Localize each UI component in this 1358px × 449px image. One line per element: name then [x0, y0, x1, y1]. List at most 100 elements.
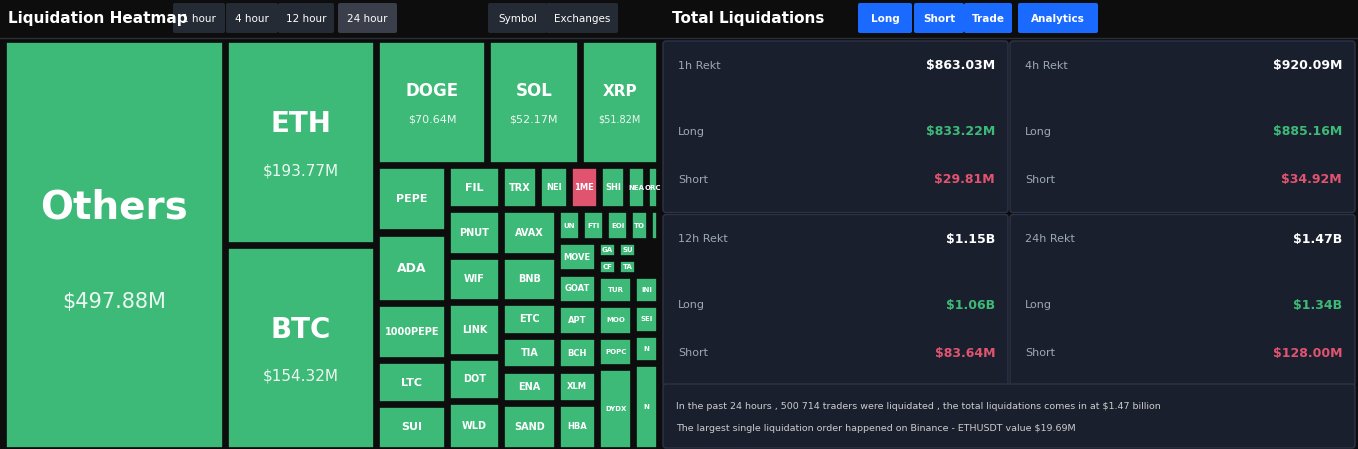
FancyBboxPatch shape — [228, 42, 373, 243]
Text: TA: TA — [623, 264, 633, 270]
FancyBboxPatch shape — [379, 42, 485, 163]
FancyBboxPatch shape — [633, 212, 648, 239]
FancyBboxPatch shape — [504, 339, 554, 367]
FancyBboxPatch shape — [449, 212, 498, 254]
FancyBboxPatch shape — [449, 305, 498, 355]
Text: ORC: ORC — [645, 185, 661, 191]
FancyBboxPatch shape — [600, 307, 631, 334]
Text: 1ME: 1ME — [574, 183, 595, 192]
FancyBboxPatch shape — [559, 307, 595, 334]
FancyBboxPatch shape — [629, 168, 645, 207]
FancyBboxPatch shape — [546, 3, 618, 33]
Text: $863.03M: $863.03M — [926, 60, 995, 72]
Text: TO: TO — [634, 223, 645, 229]
FancyBboxPatch shape — [379, 236, 444, 301]
Text: TUR: TUR — [607, 287, 623, 293]
Text: MOO: MOO — [606, 317, 625, 323]
FancyBboxPatch shape — [584, 212, 603, 239]
Text: N: N — [644, 404, 649, 410]
Text: $83.64M: $83.64M — [934, 347, 995, 360]
Text: DOT: DOT — [463, 374, 486, 384]
Text: CF: CF — [603, 264, 612, 270]
Text: $497.88M: $497.88M — [62, 292, 166, 312]
Text: $1.47B: $1.47B — [1293, 233, 1342, 246]
FancyBboxPatch shape — [172, 3, 225, 33]
Text: $1.34B: $1.34B — [1293, 299, 1342, 312]
FancyBboxPatch shape — [600, 339, 631, 365]
Text: XLM: XLM — [568, 382, 587, 392]
FancyBboxPatch shape — [559, 212, 579, 239]
Text: GOAT: GOAT — [565, 284, 589, 293]
Text: 24h Rekt: 24h Rekt — [1025, 234, 1076, 245]
FancyBboxPatch shape — [278, 3, 334, 33]
FancyBboxPatch shape — [637, 307, 656, 331]
Text: PEPE: PEPE — [397, 194, 428, 204]
FancyBboxPatch shape — [649, 168, 656, 207]
Text: SHI: SHI — [606, 183, 621, 192]
Text: EOI: EOI — [611, 223, 625, 229]
Text: BCH: BCH — [568, 348, 587, 357]
Text: $128.00M: $128.00M — [1272, 347, 1342, 360]
Text: 4 hour: 4 hour — [235, 14, 269, 24]
FancyBboxPatch shape — [490, 42, 577, 163]
Text: Analytics: Analytics — [1031, 14, 1085, 24]
Text: NEI: NEI — [546, 183, 562, 192]
Text: WIF: WIF — [464, 274, 485, 284]
Text: $920.09M: $920.09M — [1272, 60, 1342, 72]
FancyBboxPatch shape — [449, 404, 498, 448]
FancyBboxPatch shape — [379, 306, 444, 358]
Text: AVAX: AVAX — [515, 228, 543, 238]
Text: $833.22M: $833.22M — [926, 125, 995, 138]
Text: LTC: LTC — [401, 378, 422, 387]
Text: LINK: LINK — [462, 325, 488, 335]
Text: Liquidation Heatmap: Liquidation Heatmap — [8, 12, 187, 26]
Text: Total Liquidations: Total Liquidations — [672, 12, 824, 26]
FancyBboxPatch shape — [621, 244, 636, 255]
Text: BNB: BNB — [517, 274, 540, 284]
Text: TIA: TIA — [520, 348, 538, 358]
Text: SAND: SAND — [513, 422, 545, 432]
Text: BTC: BTC — [270, 316, 331, 343]
Text: NEA: NEA — [629, 185, 645, 191]
Text: The largest single liquidation order happened on Binance - ETHUSDT value $19.69M: The largest single liquidation order hap… — [676, 424, 1076, 433]
Text: PNUT: PNUT — [459, 228, 489, 238]
FancyBboxPatch shape — [559, 339, 595, 367]
Text: UN: UN — [564, 223, 574, 229]
Text: DOGE: DOGE — [406, 82, 459, 100]
FancyBboxPatch shape — [964, 3, 1012, 33]
FancyBboxPatch shape — [1018, 3, 1099, 33]
Text: ENA: ENA — [519, 382, 540, 392]
Text: TRX: TRX — [509, 183, 531, 193]
Text: $154.32M: $154.32M — [262, 369, 338, 383]
Text: DYDX: DYDX — [604, 406, 626, 412]
Text: SUI: SUI — [401, 423, 422, 432]
Text: ETC: ETC — [519, 314, 539, 324]
FancyBboxPatch shape — [504, 406, 554, 448]
FancyBboxPatch shape — [914, 3, 964, 33]
FancyBboxPatch shape — [637, 366, 656, 448]
Text: $70.64M: $70.64M — [407, 114, 456, 125]
Text: SEI: SEI — [640, 317, 652, 322]
Text: SOL: SOL — [516, 82, 553, 100]
FancyBboxPatch shape — [663, 41, 1008, 212]
FancyBboxPatch shape — [504, 305, 554, 334]
Text: 24 hour: 24 hour — [348, 14, 388, 24]
Text: $1.06B: $1.06B — [947, 299, 995, 312]
Text: POPC: POPC — [604, 349, 626, 355]
Text: HBA: HBA — [568, 423, 587, 431]
Text: Long: Long — [1025, 300, 1052, 310]
FancyBboxPatch shape — [379, 168, 444, 230]
Text: 12 hour: 12 hour — [285, 14, 326, 24]
FancyBboxPatch shape — [504, 259, 554, 300]
Text: GA: GA — [602, 247, 612, 253]
Text: $34.92M: $34.92M — [1282, 173, 1342, 186]
Text: ADA: ADA — [397, 262, 426, 275]
Text: 4h Rekt: 4h Rekt — [1025, 61, 1067, 71]
Text: $29.81M: $29.81M — [934, 173, 995, 186]
FancyBboxPatch shape — [1010, 41, 1355, 212]
FancyBboxPatch shape — [652, 212, 656, 239]
Text: Long: Long — [678, 127, 705, 136]
Text: SU: SU — [622, 247, 633, 253]
FancyBboxPatch shape — [1010, 215, 1355, 386]
FancyBboxPatch shape — [583, 42, 656, 163]
